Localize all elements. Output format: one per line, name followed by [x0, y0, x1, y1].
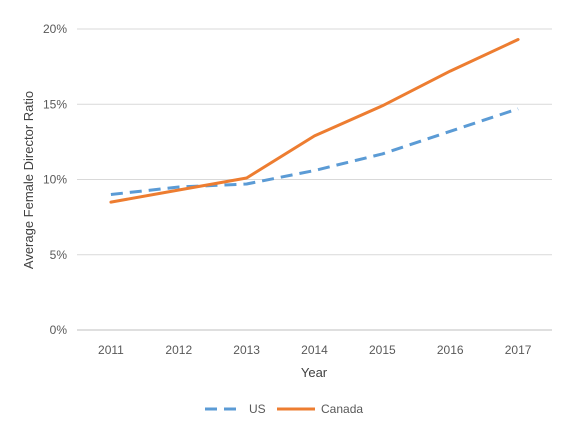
- legend-label-us: US: [249, 402, 266, 416]
- legend: US Canada: [205, 402, 363, 416]
- x-axis-ticks: 2011 2012 2013 2014 2015 2016 2017: [98, 343, 532, 357]
- x-axis-title: Year: [301, 365, 328, 380]
- x-tick-label: 2013: [233, 343, 260, 357]
- x-tick-label: 2015: [369, 343, 396, 357]
- y-tick-label: 5%: [50, 248, 68, 262]
- x-tick-label: 2016: [437, 343, 464, 357]
- series-line-canada: [109, 38, 520, 204]
- y-tick-label: 0%: [50, 323, 68, 337]
- series-lines: [109, 38, 520, 204]
- x-tick-label: 2011: [98, 343, 124, 357]
- y-axis-title: Average Female Director Ratio: [21, 91, 36, 269]
- x-tick-label: 2014: [301, 343, 328, 357]
- y-tick-label: 10%: [43, 173, 67, 187]
- y-tick-label: 20%: [43, 22, 67, 36]
- x-tick-label: 2012: [165, 343, 192, 357]
- x-tick-label: 2017: [505, 343, 532, 357]
- y-axis-ticks: 0% 5% 10% 15% 20%: [43, 22, 67, 337]
- gridlines: [77, 28, 552, 331]
- legend-label-canada: Canada: [321, 402, 363, 416]
- series-line-us: [110, 107, 519, 196]
- y-tick-label: 15%: [43, 97, 67, 111]
